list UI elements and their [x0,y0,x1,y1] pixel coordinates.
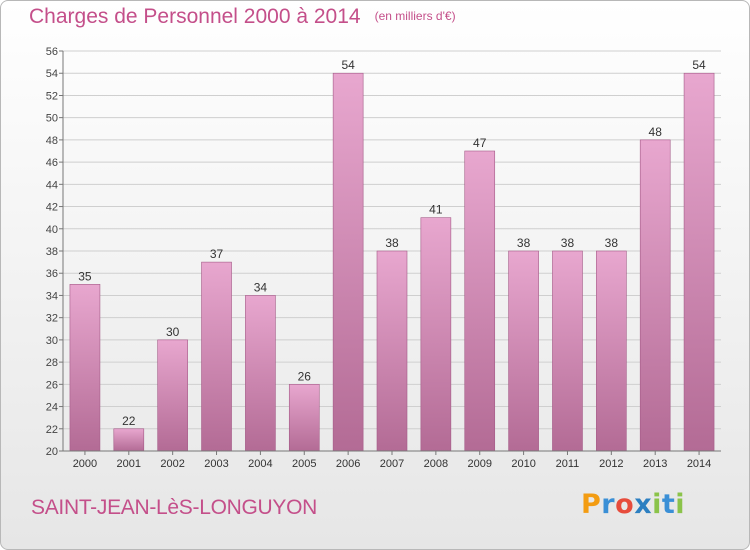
x-tick-label: 2009 [467,458,491,470]
bar [639,139,671,452]
bar [508,250,539,452]
bar [157,339,188,452]
bar [245,295,276,452]
bar [552,250,583,452]
y-tick-label: 24 [46,402,58,414]
bar [288,384,320,452]
logo-letter: r [601,489,616,520]
bar [201,261,232,452]
bar [420,217,452,452]
data-label: 41 [429,203,443,217]
x-tick-label: 2010 [511,458,535,470]
y-tick-label: 44 [46,179,58,191]
proxiti-logo: Proxiti [581,489,685,520]
data-label: 22 [122,414,136,428]
chart-title: Charges de Personnel 2000 à 2014 (en mill… [29,5,456,29]
chart-title-text: Charges de Personnel 2000 à 2014 [29,5,361,28]
logo-letter: t [661,489,676,520]
bar [683,72,715,452]
bar [332,72,364,452]
y-tick-label: 42 [46,202,58,214]
bar [596,250,627,452]
data-label: 47 [473,136,487,150]
data-labels: 35 22 30 37 34 26 54 38 41 47 38 38 38 48 54 [78,58,706,428]
bar [464,150,496,452]
y-tick-label: 32 [46,313,58,325]
data-label: 37 [210,247,224,261]
x-tick-label: 2008 [424,458,448,470]
logo-letter: i [675,489,686,520]
y-tick-label: 20 [46,446,58,458]
logo-letter: o [615,489,635,520]
y-tick-label: 50 [46,113,58,125]
x-tick-label: 2005 [292,458,316,470]
data-label: 38 [517,236,531,250]
bar [113,428,145,452]
y-tick-label: 40 [46,224,58,236]
data-label: 48 [649,125,663,139]
data-label: 38 [385,236,399,250]
bars [69,72,715,452]
y-tick-label: 38 [46,246,58,258]
x-tick-label: 2013 [643,458,667,470]
x-tick-label: 2007 [380,458,404,470]
logo-letter: x [634,489,653,520]
place-name: SAINT-JEAN-LèS-LONGUYON [31,496,317,519]
x-tick-label: 2001 [117,458,141,470]
data-label: 54 [692,58,706,72]
logo-letter: P [581,489,602,520]
logo-letter: i [652,489,662,520]
data-label: 34 [254,280,268,294]
data-label: 38 [605,236,619,250]
bar [376,250,408,452]
y-tick-label: 46 [46,157,58,169]
y-tick-label: 30 [46,335,58,347]
data-label: 26 [298,369,312,383]
y-tick-label: 56 [46,46,58,58]
y-tick-label: 52 [46,90,58,102]
y-tick-label: 34 [46,290,58,302]
x-tick-label: 2011 [556,458,580,470]
x-tick-label: 2012 [599,458,623,470]
data-label: 54 [341,58,355,72]
y-tick-label: 28 [46,357,58,369]
y-tick-label: 48 [46,135,58,147]
y-tick-label: 36 [46,268,58,280]
x-tick-label: 2004 [248,458,272,470]
x-tick-label: 2006 [336,458,360,470]
y-tick-label: 54 [46,68,58,80]
data-label: 30 [166,325,180,339]
x-tick-label: 2003 [204,458,228,470]
x-tick-label: 2002 [160,458,184,470]
data-label: 35 [78,269,92,283]
unit-note: (en milliers d'€) [374,9,456,23]
x-tick-label: 2000 [73,458,97,470]
x-tick-label: 2014 [687,458,711,470]
data-label: 38 [561,236,575,250]
bar [69,284,101,452]
y-tick-label: 22 [46,424,58,436]
axes: 20 22 24 26 28 30 32 34 36 38 40 42 44 46 48 50 52 54 56 20… [46,46,721,470]
y-tick-label: 26 [46,379,58,391]
